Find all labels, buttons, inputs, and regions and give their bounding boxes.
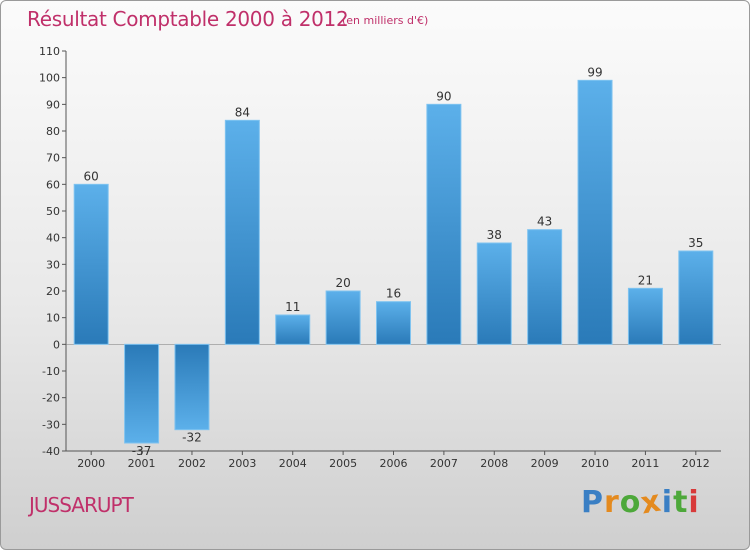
bar-2008 (476, 242, 512, 345)
bar-2000 (73, 183, 109, 345)
bar-2006 (376, 301, 411, 345)
y-tick-label: -20 (42, 392, 60, 405)
y-tick-label: 110 (39, 45, 60, 58)
data-label-2000: 60 (84, 169, 99, 183)
data-label-2008: 38 (487, 228, 502, 242)
commune-name: JUSSARUPT (29, 493, 134, 517)
x-tick-label: 2002 (178, 457, 206, 470)
logo-letter: i (688, 485, 700, 520)
x-tick-label: 2004 (279, 457, 307, 470)
logo-letter: o (619, 485, 642, 520)
y-tick-label: -10 (42, 365, 60, 378)
bar-2009 (527, 229, 563, 345)
logo-letter: P (581, 485, 604, 520)
logo-letter: r (604, 485, 620, 520)
x-tick-label: 2006 (380, 457, 408, 470)
x-tick-label: 2001 (128, 457, 156, 470)
y-tick-label: 50 (46, 205, 60, 218)
bar-2001 (124, 343, 160, 444)
bars (73, 79, 714, 444)
data-label-2006: 16 (386, 287, 401, 301)
x-tick-label: 2005 (329, 457, 357, 470)
data-label-2003: 84 (235, 105, 250, 119)
logo-letter: t (673, 485, 689, 520)
bar-2005 (325, 290, 361, 345)
y-tick-label: 10 (46, 312, 60, 325)
bar-2004 (275, 314, 311, 345)
bar-2012 (678, 250, 714, 345)
y-tick-label: -30 (42, 418, 60, 431)
data-label-2010: 99 (587, 65, 602, 79)
bar-2011 (627, 287, 663, 345)
data-label-2012: 35 (688, 236, 703, 250)
y-tick-label: 70 (46, 152, 60, 165)
x-tick-label: 2011 (631, 457, 659, 470)
data-labels: 60 -37 -32 84 11 20 16 90 38 43 99 21 35 (84, 65, 704, 458)
data-label-2009: 43 (537, 215, 552, 229)
x-tick-label: 2007 (430, 457, 458, 470)
y-tick-label: 30 (46, 258, 60, 271)
bar-2007 (426, 103, 462, 345)
chart-subtitle: (en milliers d'€) (342, 14, 429, 27)
y-tick-label: 60 (46, 178, 60, 191)
data-label-2002: -32 (182, 431, 202, 445)
y-tick-label: -40 (42, 445, 60, 458)
y-tick-label: 20 (46, 285, 60, 298)
data-label-2005: 20 (335, 276, 350, 290)
proxiti-logo[interactable]: Proxiti (581, 483, 700, 522)
logo-letter: i (661, 485, 674, 520)
y-tick-label: 0 (53, 338, 60, 351)
x-tick-label: 2000 (77, 457, 105, 470)
logo-letter: x (638, 483, 665, 522)
y-tick-label: 40 (46, 232, 60, 245)
bar-2010 (577, 79, 613, 345)
x-tick-label: 2010 (581, 457, 609, 470)
y-tick-label: 80 (46, 125, 60, 138)
x-tick-label: 2003 (228, 457, 256, 470)
data-label-2011: 21 (638, 273, 653, 287)
y-tick-label: 100 (39, 72, 60, 85)
y-tick-label: 90 (46, 98, 60, 111)
data-label-2001: -37 (132, 444, 152, 458)
x-tick-label: 2009 (531, 457, 559, 470)
data-label-2007: 90 (436, 89, 451, 103)
x-tick-label: 2012 (682, 457, 710, 470)
chart-title: Résultat Comptable 2000 à 2012 (27, 7, 349, 31)
data-label-2004: 11 (285, 300, 300, 314)
bar-2003 (224, 119, 260, 345)
bar-2002 (174, 343, 210, 431)
x-tick-label: 2008 (480, 457, 508, 470)
